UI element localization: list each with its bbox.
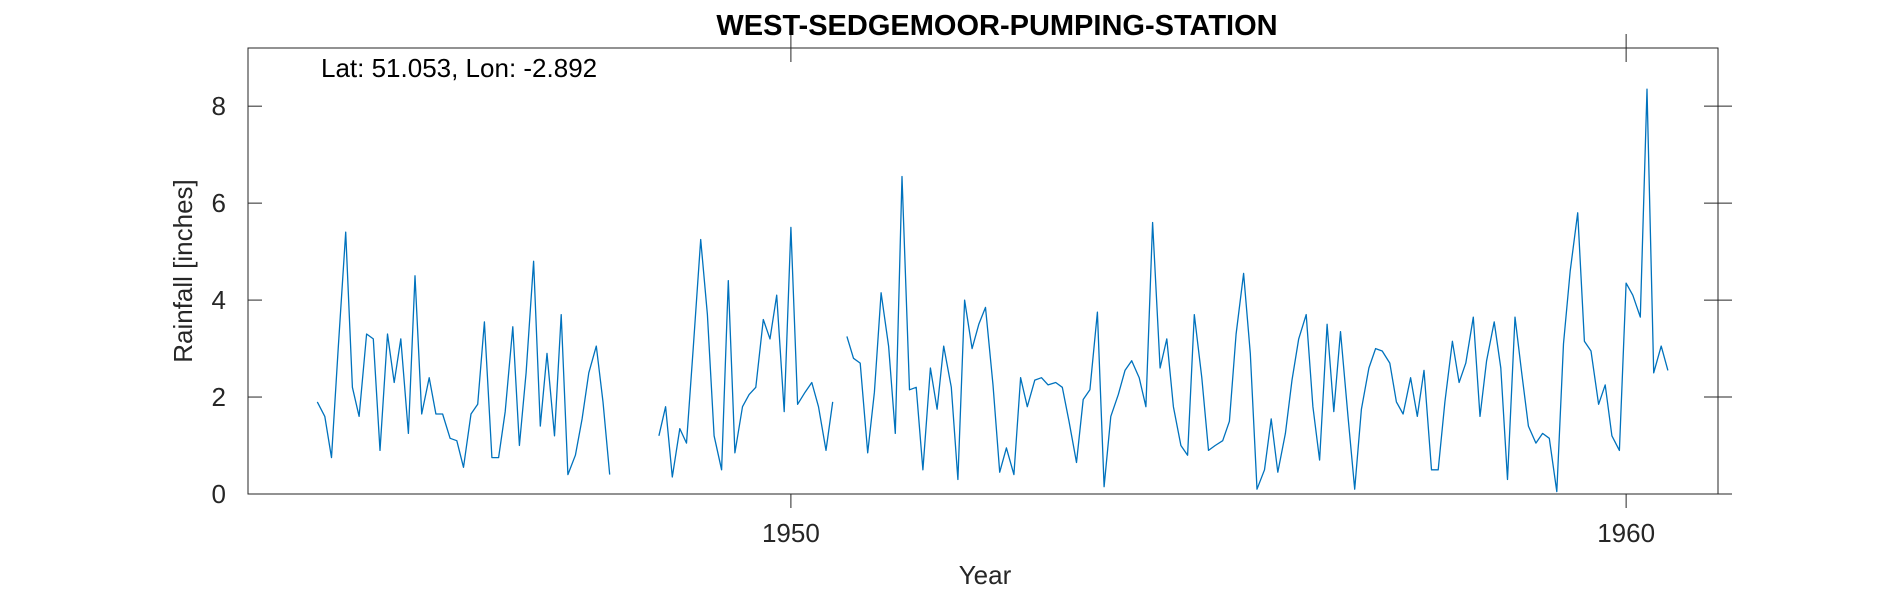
plot-area (247, 47, 1732, 495)
y-tick-label: 6 (212, 188, 226, 218)
y-tick-label: 2 (212, 382, 226, 412)
plot-frame (247, 47, 1719, 495)
data-lines (316, 88, 1669, 493)
y-tick-label: 4 (212, 285, 226, 315)
rainfall-series-line (316, 231, 611, 476)
y-axis-label: Rainfall [inches] (168, 179, 198, 363)
rainfall-series-line (658, 226, 834, 478)
location-annotation: Lat: 51.053, Lon: -2.892 (321, 53, 597, 83)
x-axis-label: Year (959, 560, 1012, 590)
y-tick-label: 0 (212, 479, 226, 509)
x-tick-label: 1960 (1597, 518, 1655, 548)
axis-ticks: 0 2 4 6 8 1950 1960 (212, 34, 1732, 548)
y-tick-label: 8 (212, 91, 226, 121)
rainfall-series-line (846, 88, 1669, 493)
x-tick-label: 1950 (762, 518, 820, 548)
chart-title: WEST-SEDGEMOOR-PUMPING-STATION (716, 10, 1277, 42)
